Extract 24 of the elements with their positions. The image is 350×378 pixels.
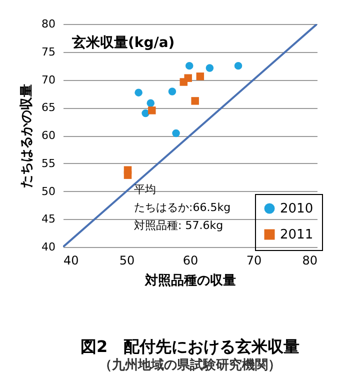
legend-label: 2010 <box>280 202 314 216</box>
y-tick-label: 45 <box>42 212 56 226</box>
x-tick-label: 70 <box>246 254 262 268</box>
annotation: 玄米収量(kg/a) <box>71 34 175 51</box>
x-tick-label: 50 <box>119 254 135 268</box>
x-tick-label: 80 <box>302 254 318 268</box>
x-tick-label: 40 <box>64 254 79 268</box>
annotation: たちはるか:66.5kg <box>134 201 231 214</box>
x-tick-label: 60 <box>182 254 198 268</box>
y-tick-label: 75 <box>42 45 56 58</box>
text: 図2 配付先における玄米収量 <box>80 337 300 356</box>
annotation: 対照品種: 57.6kg <box>134 219 224 232</box>
legend-label: 2011 <box>280 228 314 242</box>
text: （九州地域の県試験研究機関） <box>99 357 281 373</box>
y-tick-label: 80 <box>42 18 56 30</box>
y-tick-label: 60 <box>42 129 56 142</box>
y-tick-label: 70 <box>42 73 56 86</box>
y-tick-label: 55 <box>42 156 56 170</box>
y-tick-label: 65 <box>42 101 56 114</box>
y-axis-title: たちはるかの収量 <box>20 84 35 188</box>
x-axis-title: 対照品種の収量 <box>144 272 236 288</box>
y-tick-label: 40 <box>42 240 56 254</box>
annotation: 平均 <box>134 183 156 196</box>
y-tick-label: 50 <box>42 184 56 198</box>
